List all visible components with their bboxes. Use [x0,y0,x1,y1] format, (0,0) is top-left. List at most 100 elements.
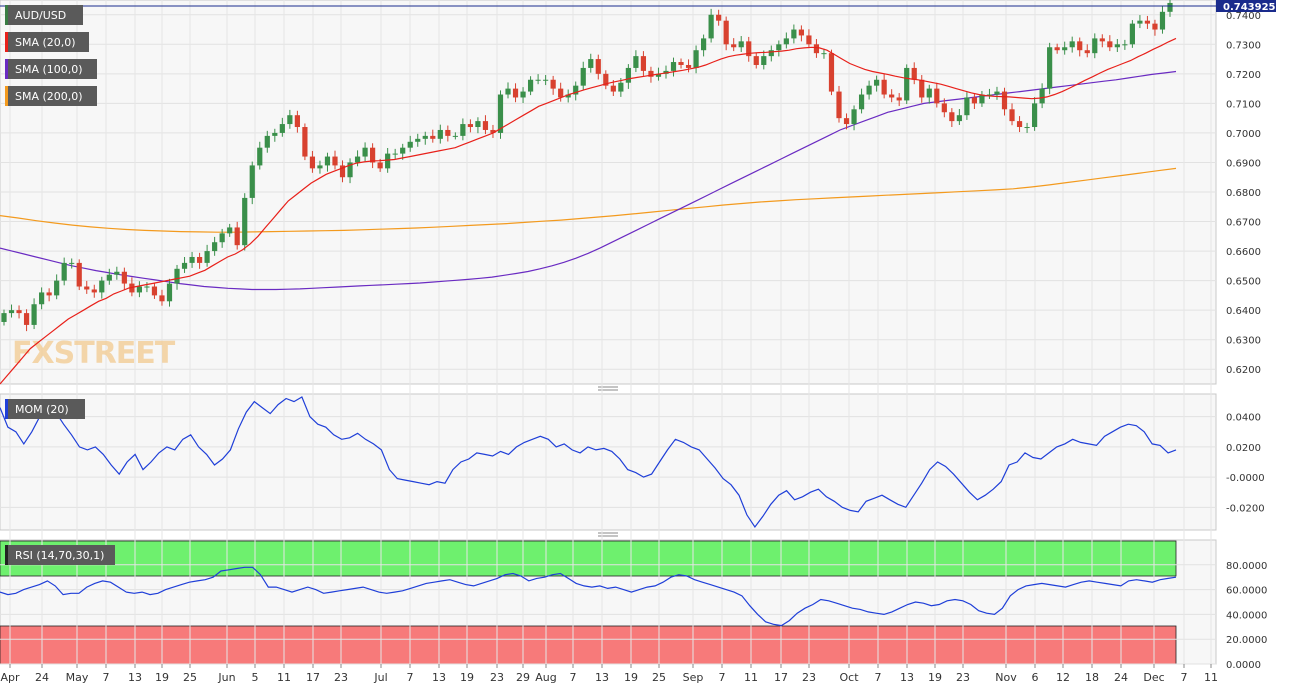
sma-20-series [0,37,1177,385]
candle-body [1129,23,1135,45]
candle-body [1062,47,1068,51]
x-tick-label: 23 [802,671,816,684]
legend-sma200-bg [5,86,97,106]
candle-body [354,156,361,163]
y-tick-label: 0.7400 [1226,11,1261,22]
legend-sma100[interactable]: SMA (100,0) [5,59,97,79]
candle-body [482,121,489,130]
candle-body [753,56,759,65]
x-tick-label: Dec [1143,671,1164,684]
y-tick-label: 0.6700 [1226,218,1261,229]
rsi-overbought-zone [0,540,1177,577]
rsi-tick-label: 80.0000 [1226,561,1267,572]
candle-body [858,94,865,110]
rsi-series [0,566,1177,627]
x-tick-label: May [66,671,89,684]
candle-body [806,35,812,45]
candle-body [249,165,255,198]
candle-body [23,313,30,325]
x-tick-label: 5 [252,671,259,684]
candle-body [106,274,112,281]
candle-body [302,127,308,157]
candle-body [264,135,270,148]
current-price-tag: 0.743925 [1223,2,1276,13]
candle-body [16,310,22,314]
y-tick-label: 0.6300 [1226,336,1261,347]
candle-body [76,262,82,287]
x-axis: Apr 24 May 7 13 19 25 Jun 5 11 17 23 Jul 7 13 19 23 29 Aug… [0,664,1218,684]
candle-body [287,115,293,125]
candle-body [400,147,406,154]
candle-body [625,67,631,83]
candle-body [1107,41,1113,48]
rsi-tick-label: 60.0000 [1226,586,1267,597]
legend-sma20[interactable]: SMA (20,0) [5,32,89,52]
candle-body [1099,38,1105,42]
pane-resize-handle-momentum[interactable] [598,532,618,537]
x-tick-label: 13 [595,671,609,684]
candle-body [174,268,180,284]
y-tick-label: 0.7100 [1226,99,1261,110]
candle-body [670,62,677,71]
candle-body [851,109,857,125]
candle-body [212,242,218,252]
rsi-tick-label: 20.0000 [1226,635,1267,646]
x-tick-label: 19 [624,671,638,684]
x-tick-label: 23 [956,671,970,684]
candle-body [573,85,579,95]
candle-body [121,271,127,284]
legend-audusd-swatch [5,5,8,25]
candle-body [467,124,473,128]
legend-rsi[interactable]: RSI (14,70,30,1) [5,545,115,565]
x-tick-label: 24 [35,671,49,684]
y-tick-label: 0.6600 [1226,247,1261,258]
candle-body [971,97,978,104]
candle-body [588,59,594,68]
x-tick-label: Nov [995,671,1017,684]
candle-body [693,50,699,68]
candle-body [39,292,45,305]
candle-body [655,73,662,77]
candle-body [640,56,647,71]
candle-body [731,44,737,48]
candle-body [1152,23,1158,30]
sma-200-line [0,167,1177,233]
x-tick-label: 17 [774,671,788,684]
candle-body [159,295,165,302]
pane-resize-handle-main[interactable] [598,386,618,391]
candle-body [54,280,60,296]
candle-body [392,153,398,155]
candle-body [708,14,714,39]
x-tick-label: 11 [277,671,291,684]
candle-body [527,79,534,92]
legend-sma200[interactable]: SMA (200,0) [5,86,97,106]
x-tick-label: 7 [875,671,882,684]
legend-audusd-label: AUD/USD [15,9,66,22]
legend-mom[interactable]: MOM (20) [5,399,85,419]
candle-body [738,41,744,48]
candle-body [317,165,323,169]
candle-body [84,286,90,290]
candle-body [904,67,910,101]
legend-audusd[interactable]: AUD/USD [5,5,83,25]
candle-body [437,129,443,139]
candle-body [181,262,188,269]
candle-body [1047,47,1053,89]
legend-rsi-swatch [5,545,8,565]
x-tick-label: Jul [373,671,387,684]
candle-body [1,313,7,322]
candle-body [964,97,970,116]
candle-body [234,227,240,246]
candlestick-series [1,0,1173,332]
candle-body [227,227,233,234]
candle-body [91,289,97,293]
candle-body [550,79,556,89]
rsi-tick-label: 40.0000 [1226,610,1267,621]
candle-body [430,135,436,139]
candle-body [61,262,67,281]
legend-sma20-label: SMA (20,0) [15,36,76,49]
candle-body [385,153,391,169]
legend-mom-swatch [5,399,8,419]
y-tick-label: 0.6900 [1226,158,1261,169]
